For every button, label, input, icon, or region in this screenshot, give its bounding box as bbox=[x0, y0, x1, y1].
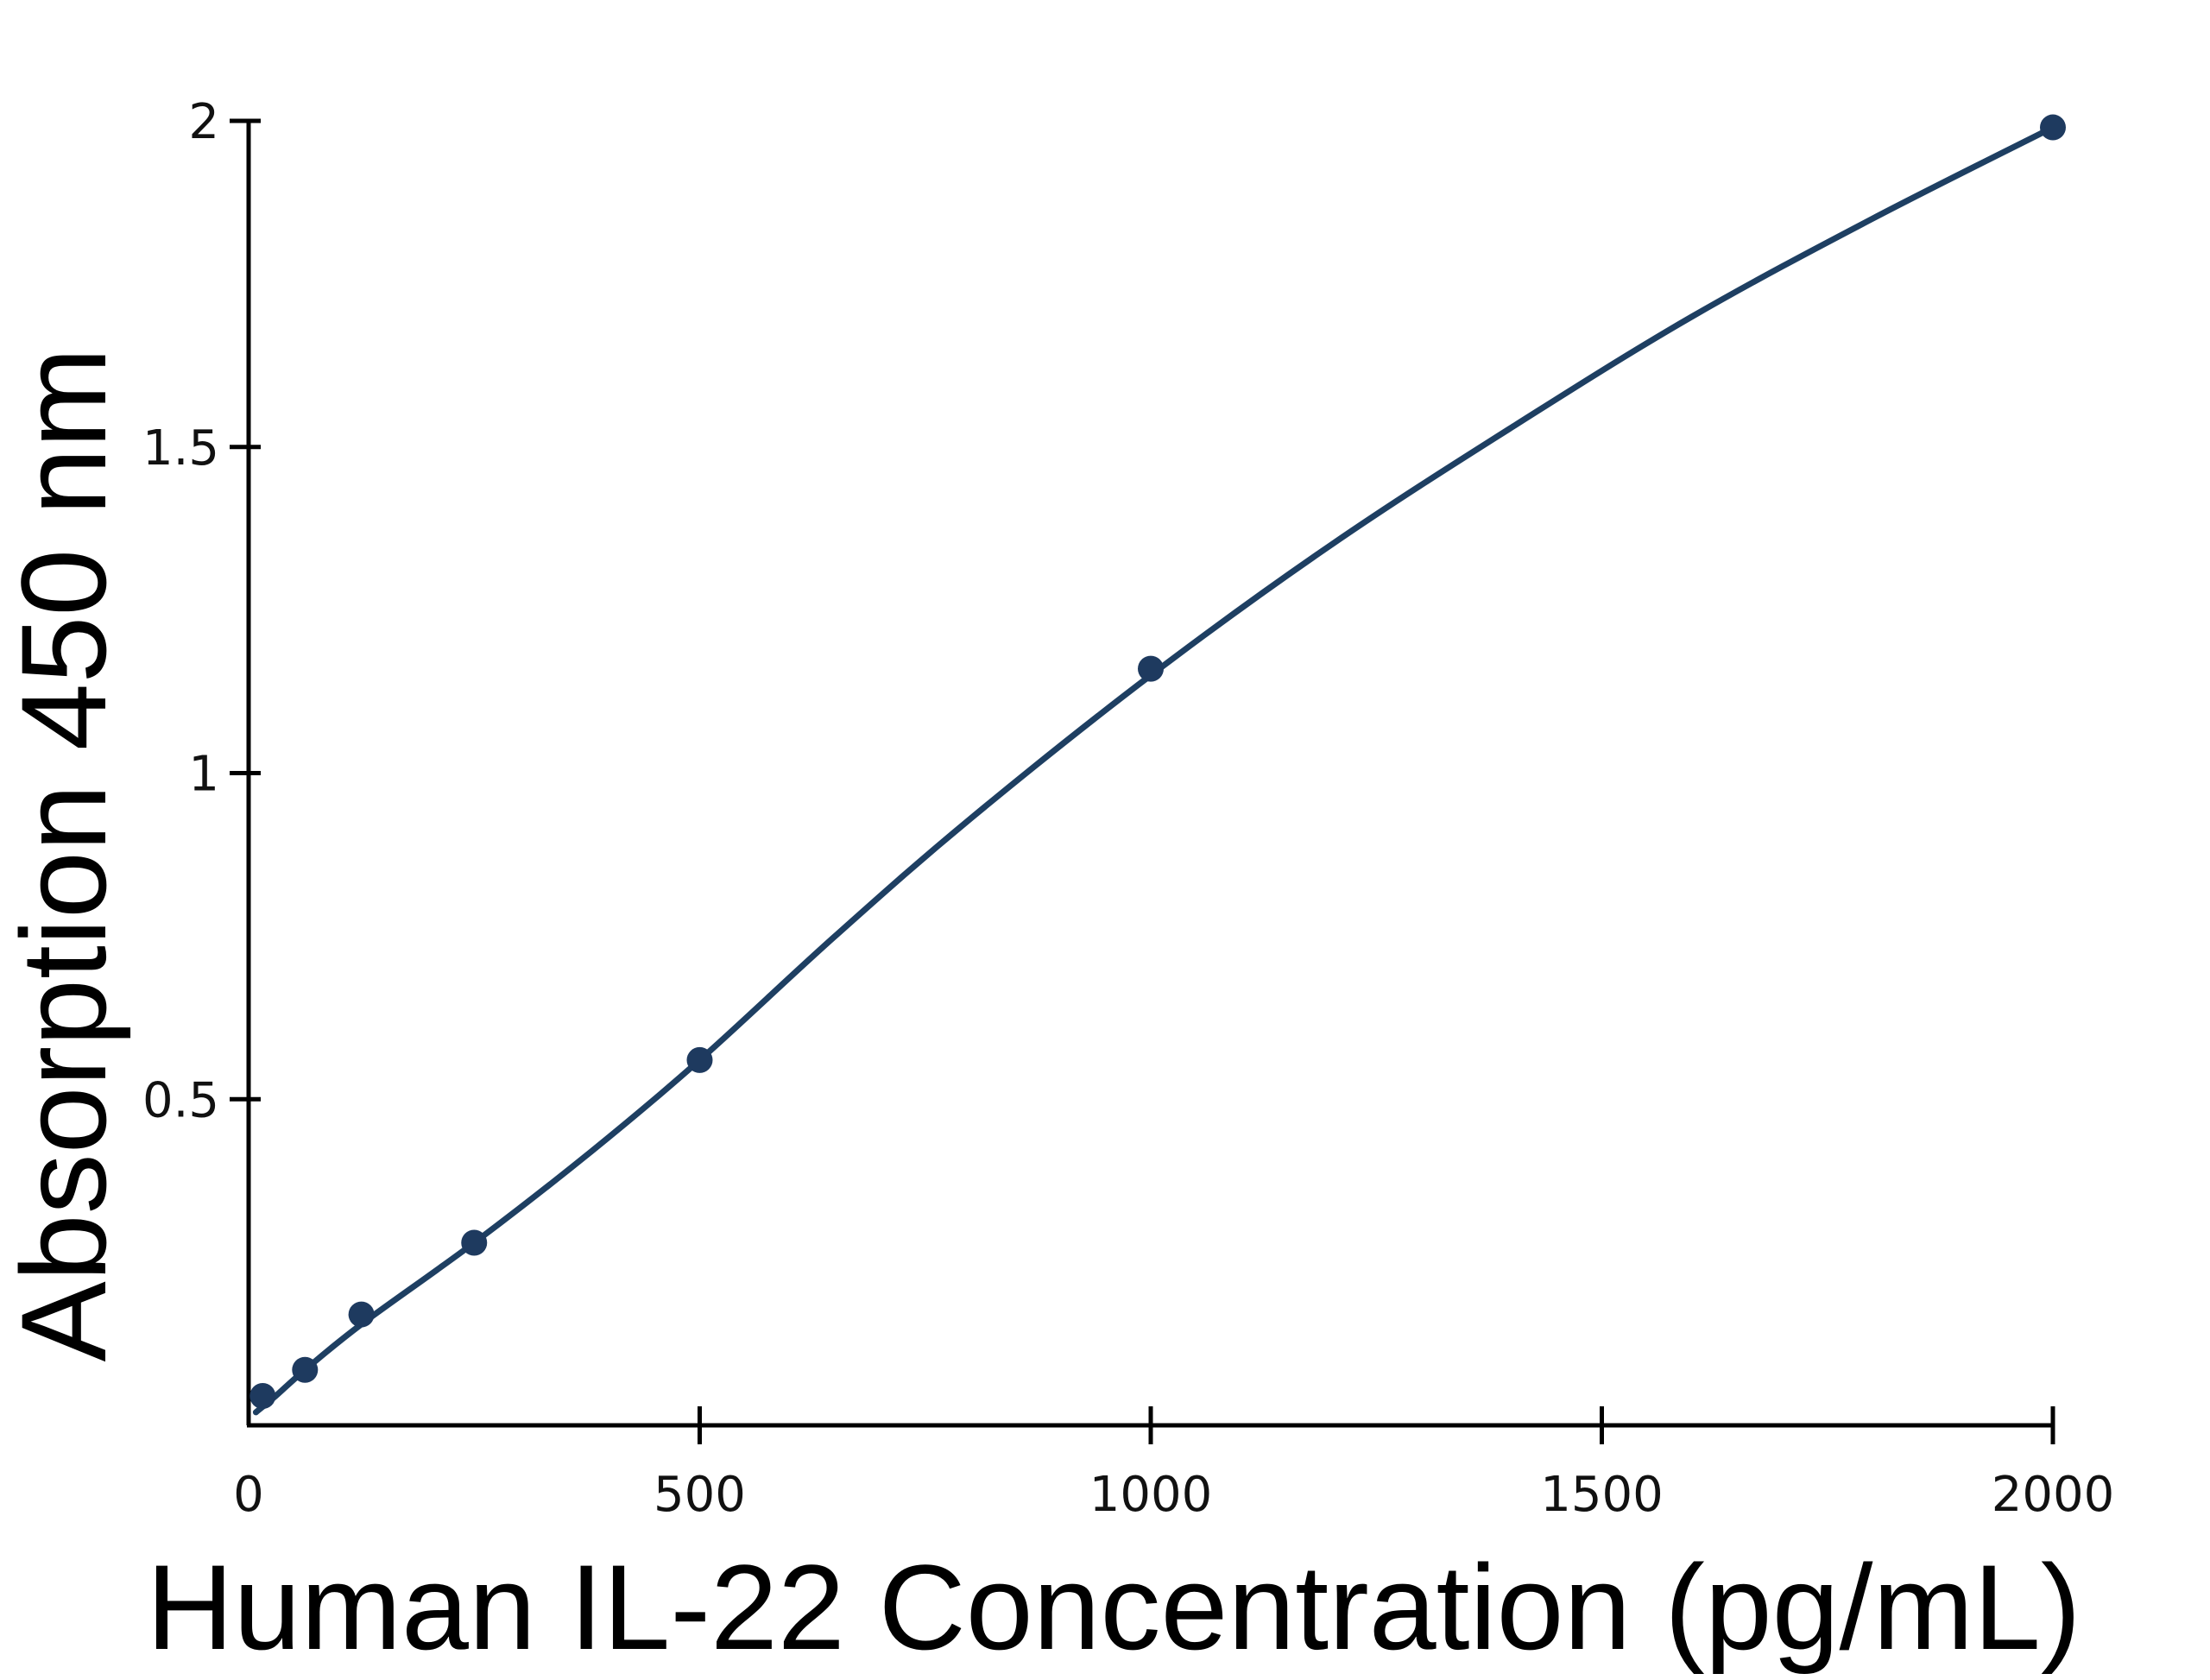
x-tick-label: 2000 bbox=[1992, 1467, 2115, 1523]
y-ticks: 0.5 1 1.5 2 bbox=[142, 94, 261, 1128]
data-point bbox=[1138, 655, 1164, 682]
x-tick-label: 0 bbox=[233, 1467, 264, 1523]
y-tick-label: 2 bbox=[188, 94, 219, 150]
data-point bbox=[686, 1046, 713, 1073]
data-point bbox=[348, 1301, 375, 1328]
x-tick-label: 1000 bbox=[1089, 1467, 1213, 1523]
data-point bbox=[461, 1229, 488, 1256]
data-point bbox=[292, 1356, 319, 1383]
y-tick-label: 0.5 bbox=[142, 1072, 219, 1128]
x-tick-label: 1500 bbox=[1540, 1467, 1664, 1523]
data-point bbox=[249, 1383, 276, 1410]
y-tick-label: 1 bbox=[188, 747, 219, 803]
x-tick-label: 500 bbox=[654, 1467, 746, 1523]
x-axis-title: Human IL-22 Concentration (pg/mL) bbox=[146, 1539, 2081, 1675]
axes bbox=[246, 121, 2053, 1428]
y-axis-title: Absorption 450 nm bbox=[0, 347, 131, 1361]
data-point bbox=[2040, 114, 2066, 141]
data-points bbox=[249, 114, 2066, 1410]
y-tick-label: 1.5 bbox=[142, 420, 219, 477]
fit-curve bbox=[252, 124, 2056, 1416]
x-ticks: 0 500 1000 1500 2000 bbox=[233, 1406, 2114, 1523]
